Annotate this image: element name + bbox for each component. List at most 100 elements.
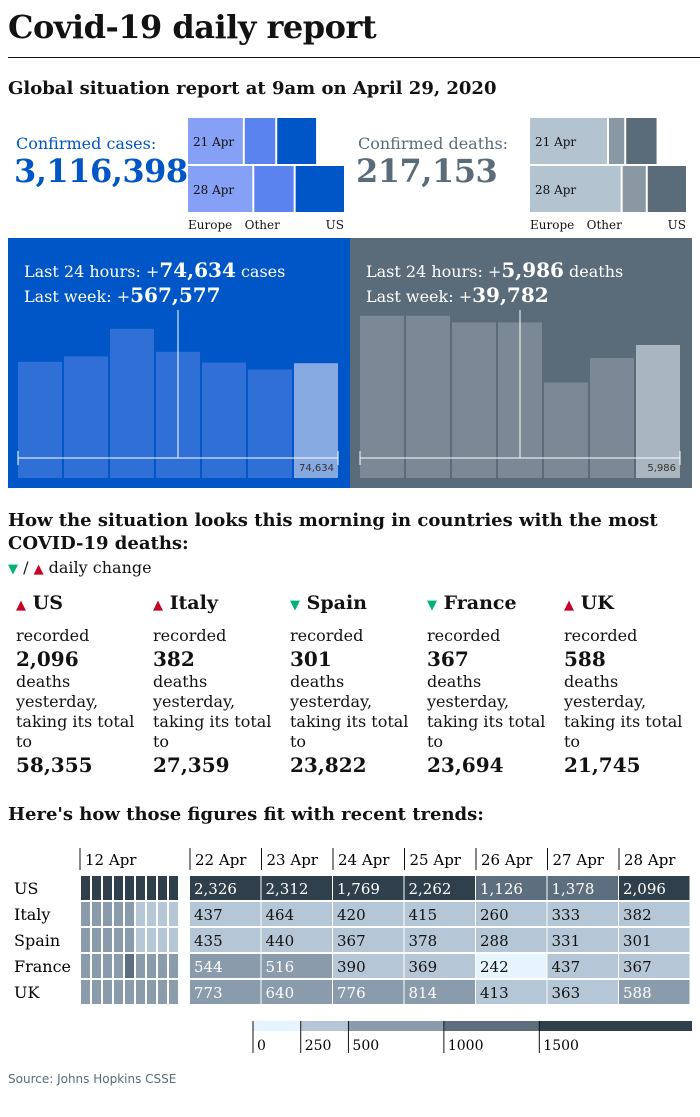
heatmap-cell <box>619 876 690 900</box>
heatmap-history-cell <box>81 876 90 900</box>
heatmap-history-cell <box>125 876 134 900</box>
deaths-last-24h: Last 24 hours: +5,986 deaths <box>366 258 624 282</box>
heatmap-history-cell <box>169 928 178 952</box>
heatmap-history-cell <box>125 928 134 952</box>
heatmap-cell-value: 367 <box>623 958 652 976</box>
report-subtitle: Global situation report at 9am on April … <box>8 78 497 99</box>
scale-tick-label: 1500 <box>543 1038 579 1054</box>
up-triangle-icon: ▲ <box>16 598 26 613</box>
mini-bar-europe <box>188 118 243 164</box>
mini-bar-us <box>626 118 657 164</box>
heatmap-cell-value: 260 <box>480 906 509 924</box>
deaths-yesterday: 588 <box>564 647 606 671</box>
country-name: ▼ France <box>427 592 517 614</box>
heatmap-history-cell <box>92 928 101 952</box>
country-card-spain: ▼ Spain recorded 301 deaths yesterday, taki… <box>290 592 420 778</box>
heatmap-cell <box>261 928 332 952</box>
heatmap-cell <box>190 928 261 952</box>
heatmap-history-cell <box>103 902 112 926</box>
mini-axis-label: Other <box>245 218 280 232</box>
scale-band <box>539 1021 692 1031</box>
mini-row-label: 28 Apr <box>535 183 576 197</box>
country-summary: recorded 2,096 deaths yesterday, taking it… <box>16 626 146 778</box>
mini-row-label: 21 Apr <box>535 135 576 149</box>
heatmap-cell <box>333 876 404 900</box>
scale-band <box>300 1021 349 1031</box>
heatmap-history-cell <box>103 954 112 978</box>
cases-daily-bar-chart: 74,634 <box>17 310 339 478</box>
scale-tick-label: 500 <box>352 1038 379 1054</box>
country-card-uk: ▲ UK recorded 588 deaths yesterday, taking … <box>564 592 694 778</box>
mini-axis-label: US <box>326 218 344 232</box>
heatmap-cell-value: 464 <box>266 906 295 924</box>
heatmap-cell <box>333 980 404 1004</box>
heatmap-cell <box>190 980 261 1004</box>
heatmap-history-cell <box>92 902 101 926</box>
heatmap-cell <box>476 928 547 952</box>
country-summary: recorded 301 deaths yesterday, taking its … <box>290 626 420 778</box>
heatmap-cell-value: 2,326 <box>194 880 237 898</box>
heatmap-history-cell <box>114 980 123 1004</box>
heatmap-cell <box>404 954 475 978</box>
heatmap-cell-value: 588 <box>623 984 652 1002</box>
heatmap-date-label: 12 Apr <box>85 851 137 869</box>
deaths-bar <box>544 382 588 478</box>
heatmap-cell <box>547 954 618 978</box>
cases-bar <box>110 328 154 478</box>
down-triangle-icon: ▼ <box>290 598 300 613</box>
scale-tick-label: 250 <box>305 1038 332 1054</box>
heatmap-cell <box>333 902 404 926</box>
heatmap-history-cell <box>136 876 145 900</box>
heatmap-cell <box>476 902 547 926</box>
cases-panel: 74,634 Last 24 hours: +74,634 cases Last… <box>8 238 350 488</box>
country-name: ▲ US <box>16 592 63 614</box>
deaths-bar <box>406 315 450 478</box>
mini-bar-us <box>295 166 344 212</box>
confirmed-cases-value: 3,116,398 <box>14 152 188 190</box>
heatmap-history-cell <box>114 876 123 900</box>
heatmap-cell <box>333 954 404 978</box>
mini-bar-europe <box>188 166 253 212</box>
heatmap-cell <box>404 980 475 1004</box>
heatmap-history-cell <box>81 928 90 952</box>
heatmap-cell-value: 2,312 <box>266 880 309 898</box>
heatmap-cell <box>547 928 618 952</box>
heatmap-history-cell <box>169 876 178 900</box>
scale-tick-label: 0 <box>257 1038 266 1054</box>
deaths-last-value-label: 5,986 <box>647 463 676 474</box>
heatmap-cell <box>619 980 690 1004</box>
heatmap-history-cell <box>136 928 145 952</box>
heatmap-cell-value: 2,262 <box>409 880 452 898</box>
mini-bar-europe <box>530 118 607 164</box>
deaths-panel: 5,986 Last 24 hours: +5,986 deaths Last … <box>350 238 692 488</box>
heatmap-date-label: 23 Apr <box>267 851 319 869</box>
heatmap-cell-value: 382 <box>623 906 652 924</box>
heatmap-history-cell <box>81 980 90 1004</box>
heatmap-cell <box>619 902 690 926</box>
deaths-yesterday: 367 <box>427 647 469 671</box>
heatmap-country-label: France <box>14 957 71 976</box>
up-triangle-icon: ▲ <box>564 598 574 613</box>
cases-bar <box>294 363 338 478</box>
heatmap-country-label: US <box>14 879 38 898</box>
heatmap-date-label: 26 Apr <box>481 851 533 869</box>
country-card-france: ▼ France recorded 367 deaths yesterday, tak… <box>427 592 557 778</box>
heatmap-country-label: Spain <box>14 931 60 950</box>
heatmap-cell <box>404 876 475 900</box>
heatmap-cell-value: 773 <box>194 984 223 1002</box>
country-card-italy: ▲ Italy recorded 382 deaths yesterday, taki… <box>153 592 283 778</box>
heatmap-cell-value: 2,096 <box>623 880 666 898</box>
cases-mini-chart: 21 Apr 28 Apr Europe Other US <box>188 118 344 232</box>
heatmap-cell <box>476 954 547 978</box>
heatmap-history-cell <box>169 954 178 978</box>
heatmap-cell <box>190 902 261 926</box>
heatmap-cell-value: 1,126 <box>480 880 523 898</box>
down-triangle-icon: ▼ <box>427 598 437 613</box>
mini-bar-us <box>277 118 317 164</box>
cases-bar <box>202 362 246 478</box>
deaths-mini-chart: 21 Apr 28 Apr Europe Other US <box>530 118 686 232</box>
heatmap-cell-value: 333 <box>552 906 581 924</box>
heatmap-cell-value: 242 <box>480 958 509 976</box>
country-name: ▲ Italy <box>153 592 218 614</box>
country-name: ▼ Spain <box>290 592 367 614</box>
